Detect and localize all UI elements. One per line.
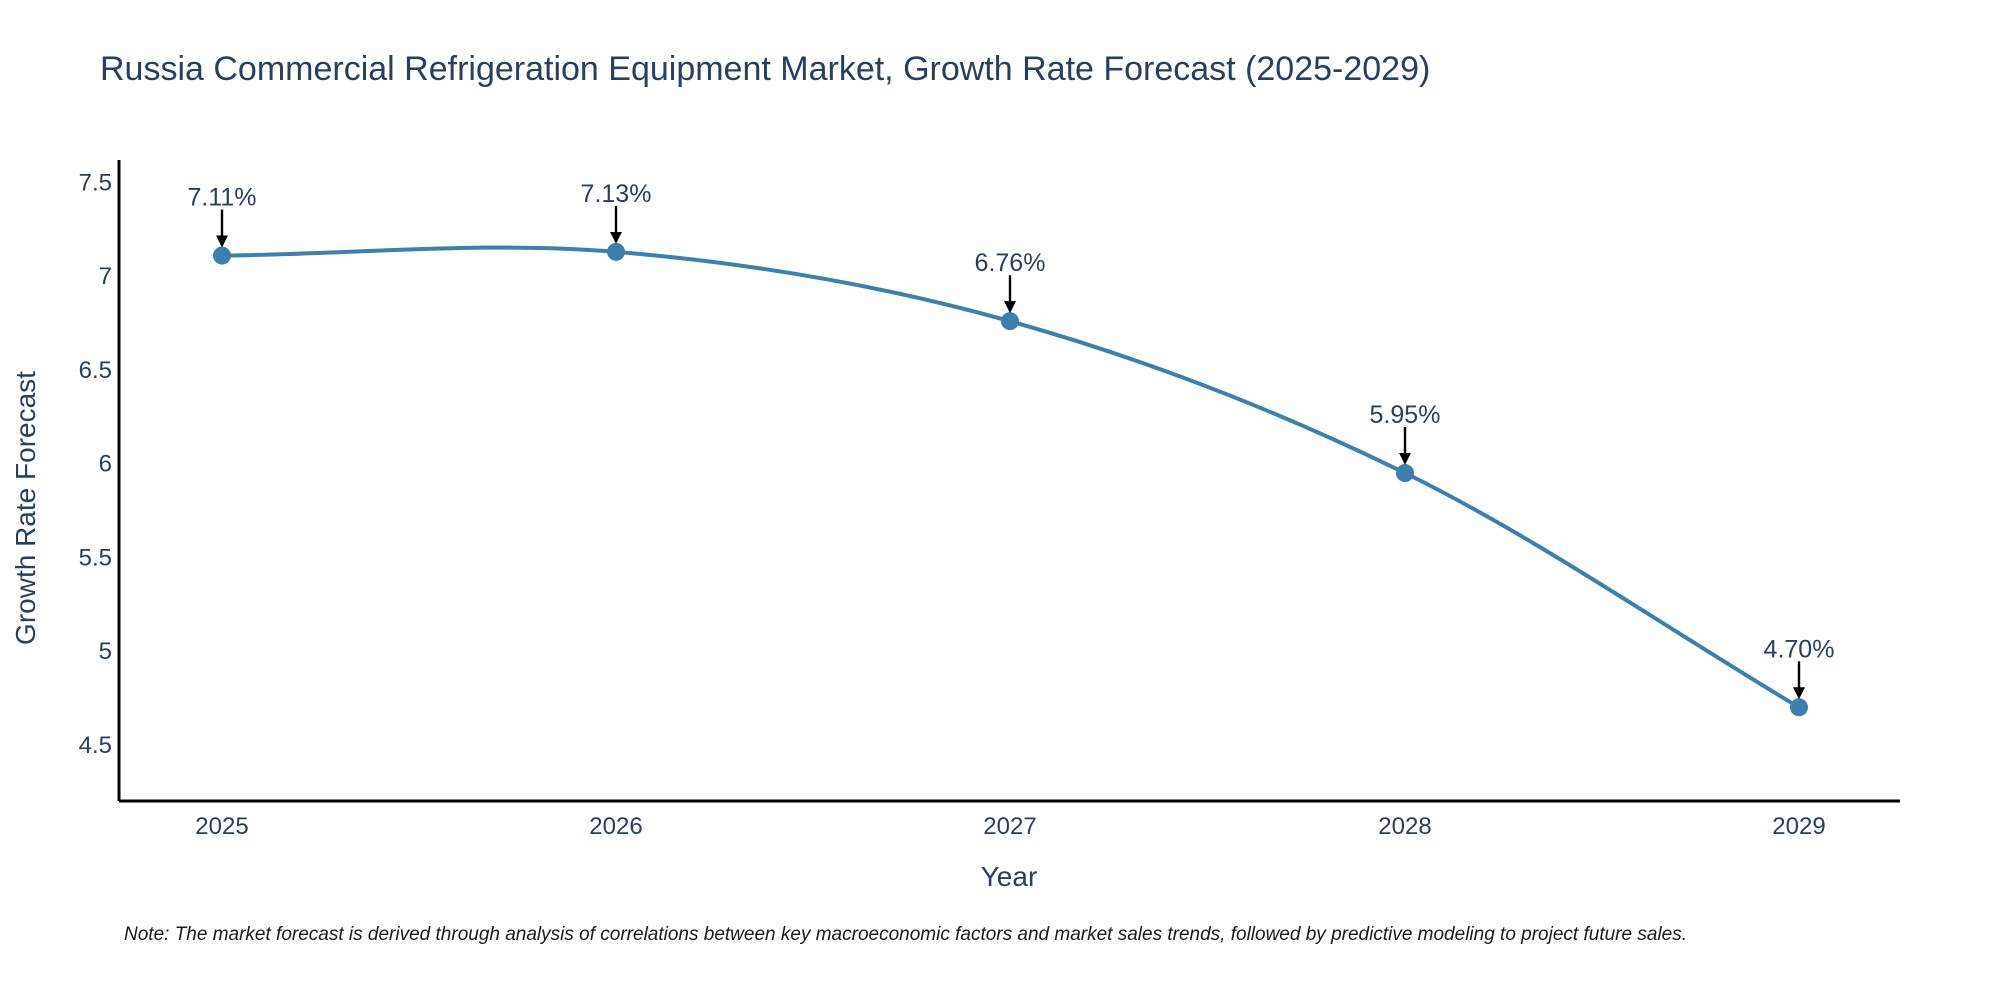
data-label-2026: 7.13%	[581, 180, 652, 208]
y-axis-title: Growth Rate Forecast	[10, 371, 41, 645]
y-tick-label: 7.5	[79, 169, 112, 196]
data-point-2026	[607, 242, 625, 261]
y-tick-label: 7	[99, 263, 112, 290]
x-tick-label: 2027	[983, 813, 1036, 840]
data-label-2029: 4.70%	[1764, 635, 1835, 663]
y-tick-label: 5	[99, 638, 112, 665]
data-point-2025	[213, 246, 231, 265]
data-point-2027	[1001, 312, 1019, 331]
data-label-2025: 7.11%	[187, 184, 256, 212]
x-axis: 2025 2026 2027 2028 2029	[119, 799, 1900, 840]
y-tick-label: 6.5	[79, 357, 112, 384]
x-tick-label: 2029	[1772, 813, 1825, 840]
footnote: Note: The market forecast is derived thr…	[124, 924, 1687, 945]
data-label-2027: 6.76%	[975, 249, 1046, 277]
y-axis: 4.5 5 5.5 6 6.5 7 7.5	[79, 160, 121, 801]
data-markers	[213, 242, 1808, 717]
y-tick-label: 5.5	[79, 544, 112, 571]
x-tick-label: 2028	[1378, 813, 1431, 840]
data-label-2028: 5.95%	[1370, 401, 1441, 429]
chart-title: Russia Commercial Refrigeration Equipmen…	[100, 50, 1430, 88]
data-point-2028	[1396, 464, 1414, 483]
y-tick-label: 4.5	[79, 732, 112, 759]
x-tick-label: 2025	[195, 813, 248, 840]
x-axis-title: Year	[981, 861, 1038, 892]
data-annotations: 7.11% 7.13% 6.76% 5.95% 4.70%	[187, 180, 1835, 700]
y-tick-label: 6	[99, 451, 112, 478]
data-point-2029	[1790, 698, 1808, 717]
x-tick-label: 2026	[589, 813, 642, 840]
